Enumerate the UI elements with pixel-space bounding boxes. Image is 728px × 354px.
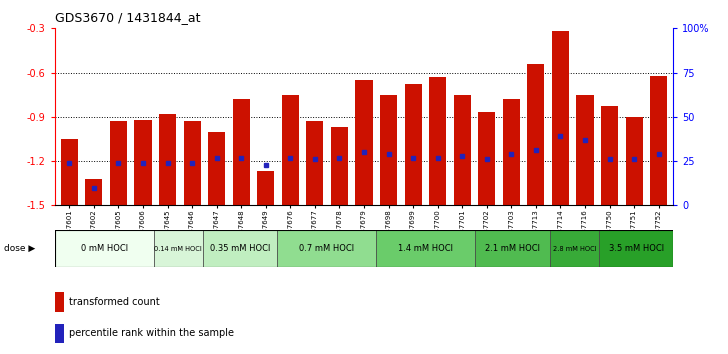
Text: GDS3670 / 1431844_at: GDS3670 / 1431844_at — [55, 11, 200, 24]
Bar — [282, 95, 299, 205]
Bar — [475, 230, 550, 267]
Bar — [376, 230, 475, 267]
Bar — [527, 64, 545, 205]
Bar — [503, 99, 520, 205]
Text: 1.4 mM HOCl: 1.4 mM HOCl — [398, 244, 454, 253]
Bar — [355, 80, 373, 205]
Bar — [429, 77, 446, 205]
Bar — [85, 179, 103, 205]
Bar — [306, 121, 323, 205]
Text: percentile rank within the sample: percentile rank within the sample — [69, 329, 234, 338]
Bar — [478, 113, 495, 205]
Text: 0.7 mM HOCl: 0.7 mM HOCl — [299, 244, 355, 253]
Bar — [233, 99, 250, 205]
Bar — [110, 121, 127, 205]
Bar — [154, 230, 203, 267]
Bar — [599, 230, 673, 267]
Bar — [625, 117, 643, 205]
Bar — [159, 114, 176, 205]
Bar — [55, 230, 154, 267]
Bar — [277, 230, 376, 267]
Bar — [454, 95, 471, 205]
Bar — [550, 230, 599, 267]
Bar — [55, 324, 64, 343]
Text: 0.35 mM HOCl: 0.35 mM HOCl — [210, 244, 270, 253]
Bar — [577, 95, 593, 205]
Bar — [183, 121, 201, 205]
Bar — [203, 230, 277, 267]
Bar — [60, 139, 78, 205]
Bar — [601, 107, 618, 205]
Text: 3.5 mM HOCl: 3.5 mM HOCl — [609, 244, 664, 253]
Text: transformed count: transformed count — [69, 297, 160, 307]
Bar — [380, 95, 397, 205]
Text: 2.8 mM HOCl: 2.8 mM HOCl — [553, 246, 596, 252]
Bar — [552, 31, 569, 205]
Bar — [257, 171, 274, 205]
Bar — [208, 132, 225, 205]
Bar — [55, 292, 64, 312]
Text: 0 mM HOCl: 0 mM HOCl — [81, 244, 127, 253]
Bar — [650, 75, 668, 205]
Text: 2.1 mM HOCl: 2.1 mM HOCl — [485, 244, 540, 253]
Text: dose ▶: dose ▶ — [4, 244, 35, 253]
Bar — [405, 84, 422, 205]
Bar — [331, 127, 348, 205]
Bar — [135, 120, 151, 205]
Text: 0.14 mM HOCl: 0.14 mM HOCl — [154, 246, 202, 252]
